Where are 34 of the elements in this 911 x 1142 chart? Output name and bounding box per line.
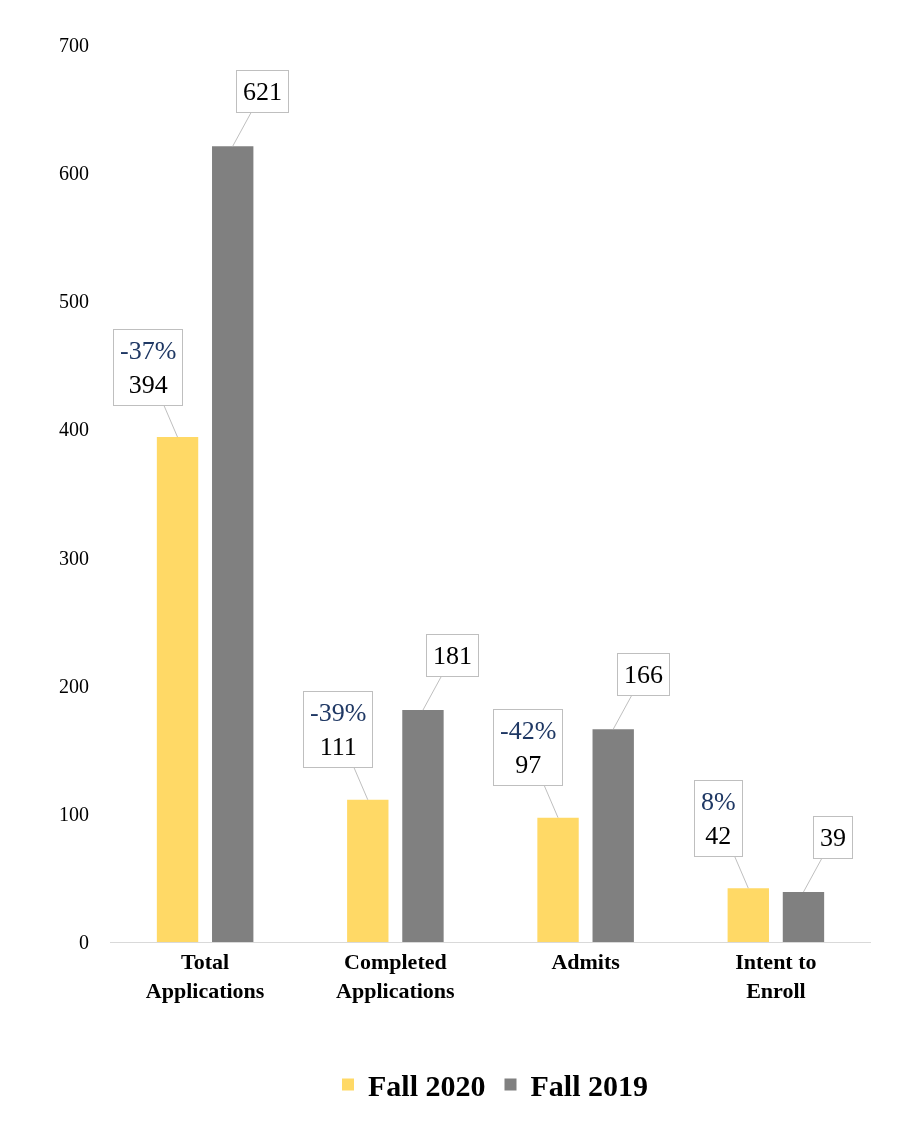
bar: [537, 817, 579, 942]
bar: [212, 146, 254, 942]
data-label: 97: [515, 749, 542, 779]
x-tick-label: Intent to Enroll: [735, 949, 817, 1003]
bar: [156, 437, 199, 942]
data-label: 621: [243, 77, 282, 106]
y-tick-label: 300: [59, 546, 89, 569]
annotation: -42%: [500, 716, 557, 745]
annotation: 8%: [701, 787, 736, 816]
data-label: 42: [705, 820, 732, 850]
data-label: 181: [433, 641, 472, 670]
bar: [402, 710, 444, 942]
y-tick-label: 600: [59, 162, 89, 185]
y-tick-label: 0: [79, 931, 89, 953]
bar: [727, 888, 769, 942]
bar: [592, 729, 634, 942]
data-label: 39: [820, 823, 846, 852]
legend-label: Fall 2020: [368, 1069, 486, 1103]
legend-label: Fall 2019: [530, 1069, 648, 1103]
data-label: 166: [624, 660, 663, 689]
y-tick-label: 400: [59, 418, 89, 441]
y-tick-label: 700: [59, 34, 89, 56]
y-tick-label: 100: [59, 802, 89, 825]
bar: [782, 892, 825, 942]
x-tick-label: Total Applications: [145, 949, 265, 1003]
data-label: 111: [319, 731, 357, 761]
x-tick-label: Completed Applications: [336, 949, 456, 1003]
y-tick-label: 200: [59, 674, 89, 697]
y-tick-label: 500: [59, 290, 89, 313]
annotation: -37%: [120, 336, 177, 365]
x-tick-label: Admits: [551, 949, 621, 975]
annotation: -39%: [310, 698, 367, 727]
bar: [347, 799, 389, 942]
data-label: 394: [128, 369, 168, 399]
